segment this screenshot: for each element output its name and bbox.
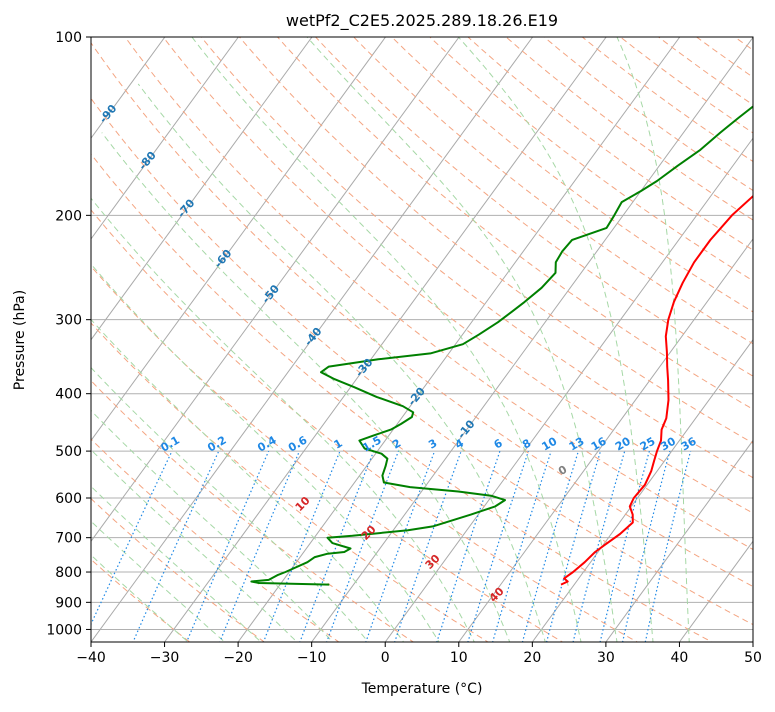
dry-adiabat-line [91, 265, 564, 642]
dry-adiabat-line [91, 438, 340, 642]
y-tick-label: 800 [55, 565, 82, 581]
mixing-ratio-line [436, 450, 501, 642]
moist-adiabat-line [101, 132, 511, 642]
dry-adiabat-lines [91, 37, 753, 642]
moist-adiabat-line [306, 37, 618, 642]
mixing-ratio-line [492, 450, 552, 642]
y-tick-label: 1000 [46, 622, 82, 638]
y-tick-label: 400 [55, 387, 82, 403]
plot-frame [90, 36, 754, 643]
mixing-ratio-lines [91, 450, 692, 642]
mixing-ratio-line [621, 450, 671, 642]
moist-adiabat-line [91, 263, 440, 642]
isotherm-line [91, 37, 239, 240]
dry-adiabat-line [91, 497, 266, 642]
moist-adiabat-line [137, 83, 546, 642]
y-tick-label: 200 [55, 208, 82, 224]
x-tick-label: 40 [671, 650, 689, 666]
moist-adiabat-line [191, 37, 582, 642]
moist-adiabat-line [616, 37, 690, 642]
isotherm-line [458, 238, 753, 642]
x-tick-label: −40 [76, 650, 106, 666]
x-tick-label: −30 [150, 650, 180, 666]
x-tick-label: 10 [450, 650, 468, 666]
dry-adiabat-line [91, 153, 713, 642]
y-tick-label: 300 [55, 313, 82, 329]
moist-adiabat-line [91, 554, 189, 642]
dry-adiabat-line [91, 322, 489, 642]
dry-adiabat-line [276, 37, 753, 410]
x-tick-label: 50 [744, 650, 762, 666]
y-axis-ticks: 100 200 300 400 500 600 700 800 900 1000 [46, 30, 91, 638]
dewpoint-profile-line [250, 105, 753, 586]
mixing-ratio-line [521, 450, 579, 642]
dry-adiabat-line [124, 37, 753, 550]
mixing-ratio-line [572, 450, 626, 642]
isotherm-line [531, 338, 753, 642]
y-axis-label: Pressure (hPa) [12, 290, 28, 390]
mixing-ratio-line [545, 450, 602, 642]
dry-adiabat-line [91, 97, 753, 626]
temperature-profile-line [560, 194, 753, 586]
isotherm-line [237, 37, 681, 642]
y-tick-label: 100 [55, 30, 82, 46]
moist-adiabat-line [91, 409, 334, 642]
chart-title: wetPf2_C2E5.2025.289.18.26.E19 [286, 11, 558, 31]
y-tick-label: 600 [55, 491, 82, 507]
isotherm-line [164, 37, 607, 642]
moist-adiabat-lines [91, 37, 690, 642]
x-tick-label: 20 [523, 650, 541, 666]
mixing-ratio-line [219, 450, 300, 642]
x-tick-label: 0 [381, 650, 390, 666]
dry-adiabat-line [391, 37, 753, 313]
moist-adiabat-line [458, 37, 654, 642]
isotherm-line [91, 37, 386, 442]
mixing-ratio-line [394, 450, 462, 642]
y-tick-label: 500 [55, 444, 82, 460]
x-axis-ticks: −40 −30 −20 −10 0 10 20 30 40 50 [76, 642, 762, 666]
moist-adiabat-line [91, 197, 475, 642]
plot-area: 0.10.20.40.611.52346810131620253036-100-… [91, 37, 753, 642]
mixing-ratio-line [262, 450, 341, 642]
x-tick-label: −10 [297, 650, 327, 666]
isotherm-line [384, 137, 753, 642]
mixing-ratio-line [644, 450, 692, 642]
moist-adiabat-line [91, 448, 298, 642]
dry-adiabat-line [238, 37, 753, 444]
sounding-series [250, 105, 753, 586]
mixing-ratio-line [185, 450, 270, 642]
moist-adiabat-line [91, 520, 226, 642]
x-tick-label: −20 [223, 650, 253, 666]
moist-adiabat-line [91, 318, 405, 642]
x-tick-label: 30 [597, 650, 615, 666]
mixing-ratio-line [599, 450, 650, 642]
dry-adiabat-line [162, 37, 753, 514]
y-tick-label: 700 [55, 531, 82, 547]
isotherm-line [91, 37, 534, 642]
dry-adiabat-line [91, 41, 753, 588]
isotherm-line [605, 439, 753, 642]
moist-adiabat-line [91, 366, 369, 642]
x-axis-label: Temperature (°C) [361, 681, 483, 697]
y-tick-label: 900 [55, 595, 82, 611]
